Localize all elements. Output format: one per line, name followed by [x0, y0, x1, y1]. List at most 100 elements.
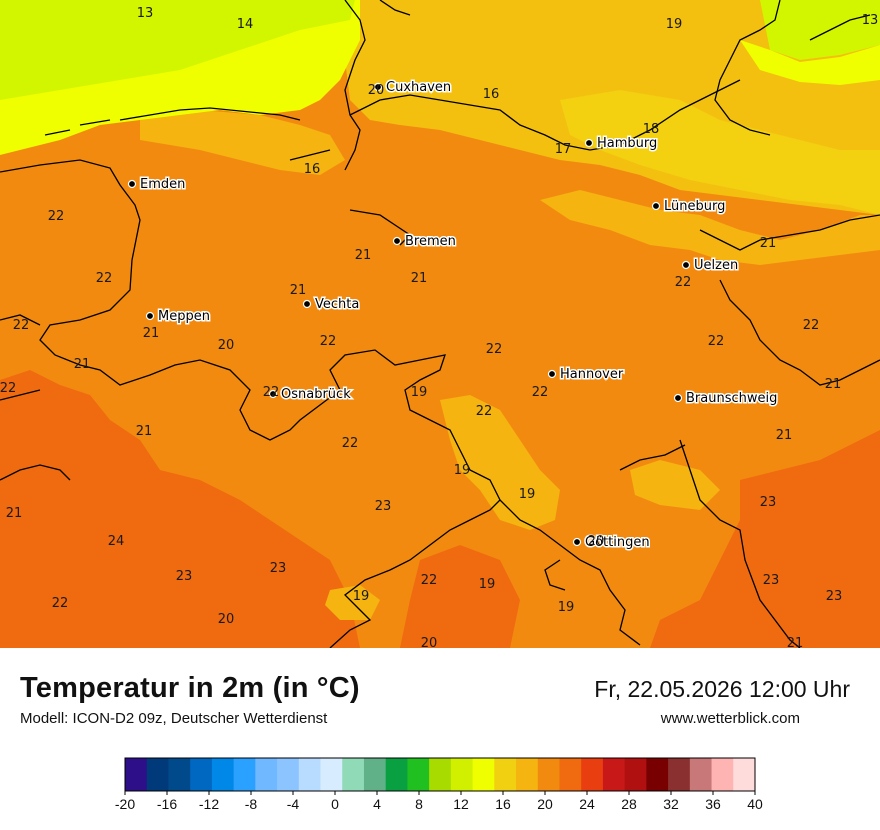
colorbar-swatch: [450, 758, 474, 791]
city-label-halo: Hamburg: [597, 136, 657, 151]
temperature-value: 22: [342, 436, 359, 451]
colorbar-tick-label: -4: [287, 796, 300, 812]
colorbar-tick-label: -12: [199, 796, 219, 812]
city-label-halo: Osnabrück: [281, 387, 351, 402]
temperature-value: 22: [52, 596, 69, 611]
colorbar-swatch: [255, 758, 278, 791]
city-label: Bremen: [405, 234, 456, 249]
city-label: Vechta: [315, 297, 359, 312]
temperature-value: 20: [218, 612, 235, 627]
zone-19-20-east-north: [540, 190, 880, 265]
city-label-halo: Hannover: [560, 367, 624, 382]
city-label-halo: Cuxhaven: [386, 80, 451, 95]
temperature-value: 17: [555, 142, 572, 157]
colorbar-tick-label: 24: [579, 796, 595, 812]
colorbar-swatch: [168, 758, 191, 791]
city-marker-dot: [392, 236, 402, 246]
temperature-value: 13: [137, 6, 154, 21]
temperature-value: 21: [6, 506, 23, 521]
color-scale: -20 -16 -12 -8 -4 0 4 8 12 16 20 24 28 32 36 40: [115, 757, 763, 812]
zone-19-20-southeast: [630, 460, 720, 510]
colorbar-swatch: [581, 758, 604, 791]
temperature-value: 21: [760, 236, 777, 251]
colorbar-swatch: [472, 758, 495, 791]
website-link[interactable]: www.wetterblick.com: [660, 710, 800, 727]
colorbar-tick-label: 20: [537, 796, 553, 812]
colorbar-swatch: [146, 758, 169, 791]
temperature-value: 21: [290, 283, 307, 298]
map-title: Temperatur in 2m (in °C): [20, 672, 360, 704]
temperature-value: 22: [675, 275, 692, 290]
colorbar-swatch: [516, 758, 539, 791]
temperature-value: 22: [421, 573, 438, 588]
temperature-value: 21: [825, 377, 842, 392]
colorbar-swatch: [233, 758, 256, 791]
colorbar-swatch: [407, 758, 430, 791]
city-label: Osnabrück: [281, 387, 351, 402]
zone-23-24-south: [400, 545, 520, 648]
temperature-value: 22: [486, 342, 503, 357]
colorbar-swatch: [646, 758, 669, 791]
temperature-value: 22: [263, 385, 280, 400]
temperature-value: 22: [803, 318, 820, 333]
temperature-value: 20: [218, 338, 235, 353]
temperature-value: 23: [760, 495, 777, 510]
city-label: Hamburg: [597, 136, 657, 151]
city-label-halo: Braunschweig: [686, 391, 777, 406]
temperature-value: 21: [136, 424, 153, 439]
city-marker-dot: [268, 389, 278, 399]
temperature-value: 19: [454, 463, 471, 478]
colorbar-tick-label: -20: [115, 796, 135, 812]
colorbar-swatch: [711, 758, 734, 791]
colorbar-swatch: [342, 758, 365, 791]
colorbar-tick-label: -8: [245, 796, 258, 812]
temperature-value: 22: [320, 334, 337, 349]
city-marker-dot: [584, 138, 594, 148]
city-marker-dot: [145, 311, 155, 321]
city-label-halo: Emden: [140, 177, 185, 192]
city-marker-dot: [127, 179, 137, 189]
colorbar-swatch: [668, 758, 691, 791]
city-label: Meppen: [158, 309, 210, 324]
colorbar-swatch: [277, 758, 300, 791]
temperature-value: 22: [476, 404, 493, 419]
colorbar-swatch: [211, 758, 235, 791]
colorbar-swatch: [537, 758, 560, 791]
city-marker-dot: [373, 82, 383, 92]
city-label: Hannover: [560, 367, 624, 382]
city-label-halo: Bremen: [405, 234, 456, 249]
city-marker-dot: [651, 201, 661, 211]
temperature-value: 19: [479, 577, 496, 592]
zone-23-24-east: [650, 430, 880, 648]
colorbar-swatch: [298, 758, 322, 791]
temperature-value: 23: [375, 499, 392, 514]
temperature-value: 21: [143, 326, 160, 341]
city-label-halo: Uelzen: [694, 258, 738, 273]
colorbar-tick-label: 40: [747, 796, 763, 812]
temperature-value: 19: [666, 17, 683, 32]
temperature-value: 20: [421, 636, 438, 648]
temperature-value: 18: [643, 122, 660, 137]
colorbar-swatch: [320, 758, 343, 791]
colorbar-swatch: [602, 758, 626, 791]
zone-19-20-south-central: [440, 395, 560, 530]
temperature-value: 23: [763, 573, 780, 588]
colorbar-tick-label: 4: [373, 796, 381, 812]
zone-13-14-sea-west: [0, 0, 355, 100]
temperature-value: 19: [353, 589, 370, 604]
city-label: Lüneburg: [664, 199, 725, 214]
city-marker-dot: [572, 537, 582, 547]
temperature-value: 20: [588, 534, 605, 549]
colorbar-swatch: [689, 758, 713, 791]
temperature-value: 22: [0, 381, 16, 396]
temperature-value: 22: [96, 271, 113, 286]
zone-13-14-sea-east: [760, 0, 880, 60]
city-marker-dot: [673, 393, 683, 403]
